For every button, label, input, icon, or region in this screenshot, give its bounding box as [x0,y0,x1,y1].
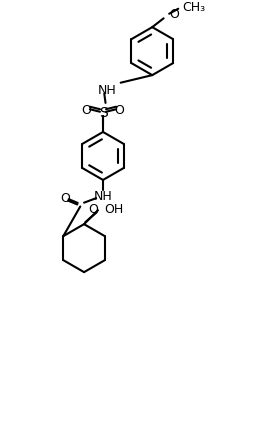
Text: NH: NH [94,189,112,202]
Text: OH: OH [104,202,123,215]
Text: O: O [88,202,98,215]
Text: O: O [82,104,91,117]
Text: CH₃: CH₃ [183,1,206,14]
Text: O: O [169,8,179,21]
Text: O: O [60,192,70,205]
Text: O: O [115,104,124,117]
Text: S: S [99,105,107,120]
Text: NH: NH [98,83,116,96]
